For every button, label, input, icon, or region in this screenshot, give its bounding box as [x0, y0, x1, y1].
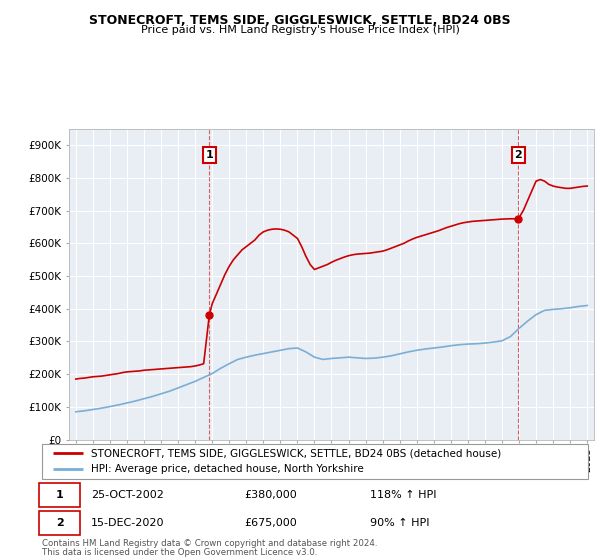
FancyBboxPatch shape: [39, 511, 80, 535]
Text: STONECROFT, TEMS SIDE, GIGGLESWICK, SETTLE, BD24 0BS (detached house): STONECROFT, TEMS SIDE, GIGGLESWICK, SETT…: [91, 448, 502, 458]
Text: 1: 1: [205, 150, 213, 160]
Text: 90% ↑ HPI: 90% ↑ HPI: [370, 518, 429, 528]
Text: 15-DEC-2020: 15-DEC-2020: [91, 518, 164, 528]
Text: Contains HM Land Registry data © Crown copyright and database right 2024.: Contains HM Land Registry data © Crown c…: [42, 539, 377, 548]
Text: 2: 2: [56, 518, 64, 528]
Text: £675,000: £675,000: [244, 518, 297, 528]
Text: 2: 2: [514, 150, 522, 160]
Text: This data is licensed under the Open Government Licence v3.0.: This data is licensed under the Open Gov…: [42, 548, 317, 557]
Text: 1: 1: [56, 490, 64, 500]
Text: Price paid vs. HM Land Registry's House Price Index (HPI): Price paid vs. HM Land Registry's House …: [140, 25, 460, 35]
Text: £380,000: £380,000: [244, 490, 297, 500]
FancyBboxPatch shape: [42, 444, 588, 479]
Text: 118% ↑ HPI: 118% ↑ HPI: [370, 490, 436, 500]
Text: 25-OCT-2002: 25-OCT-2002: [91, 490, 164, 500]
FancyBboxPatch shape: [39, 483, 80, 507]
Text: STONECROFT, TEMS SIDE, GIGGLESWICK, SETTLE, BD24 0BS: STONECROFT, TEMS SIDE, GIGGLESWICK, SETT…: [89, 14, 511, 27]
Text: HPI: Average price, detached house, North Yorkshire: HPI: Average price, detached house, Nort…: [91, 464, 364, 474]
